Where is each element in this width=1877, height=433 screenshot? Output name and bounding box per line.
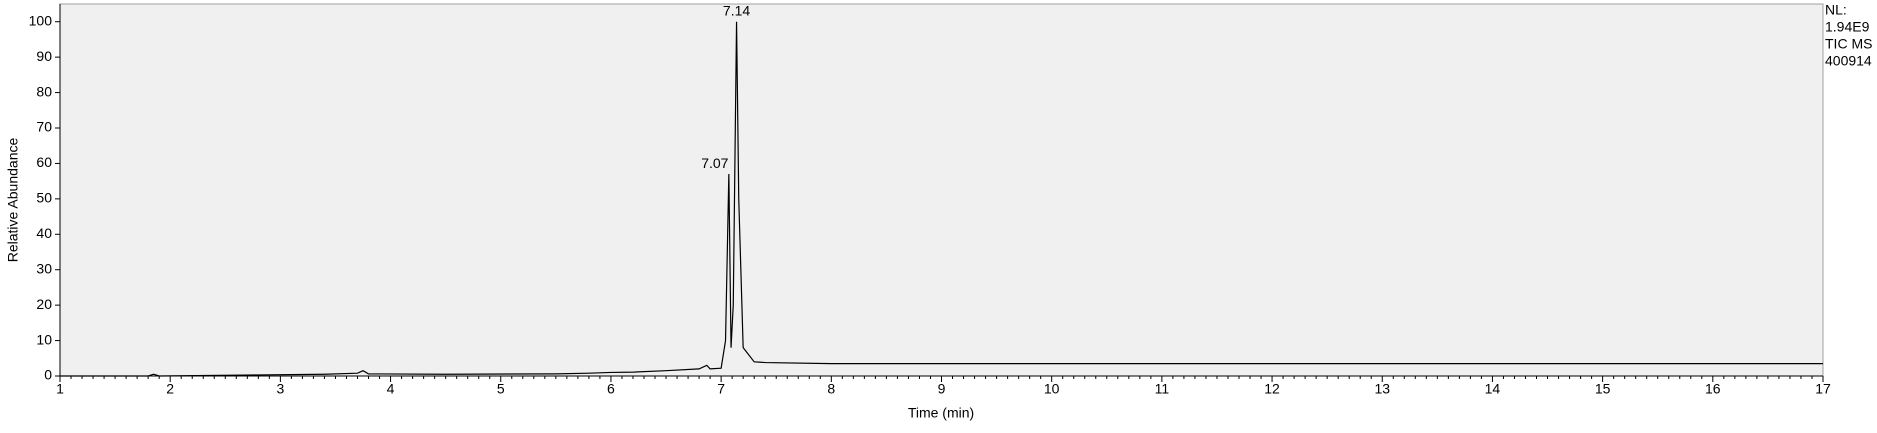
y-tick-label: 30: [36, 260, 52, 276]
side-label: NL:: [1825, 2, 1847, 18]
y-tick-label: 0: [44, 367, 52, 383]
x-tick-label: 9: [938, 381, 946, 397]
side-label: TIC MS: [1825, 36, 1872, 52]
plot-area: [59, 3, 1824, 377]
x-tick-label: 10: [1044, 381, 1060, 397]
x-tick-label: 2: [166, 381, 174, 397]
peak-label: 7.07: [701, 155, 728, 171]
x-tick-label: 8: [827, 381, 835, 397]
chromatogram-trace: [60, 21, 1823, 377]
x-tick-label: 12: [1264, 381, 1280, 397]
y-tick-label: 100: [29, 12, 53, 28]
peak-label: 7.14: [723, 2, 750, 18]
y-tick-label: 20: [36, 296, 52, 312]
y-tick-label: 10: [36, 331, 52, 347]
x-tick-label: 17: [1815, 381, 1831, 397]
y-axis-label: Relative Abundance: [5, 138, 21, 263]
x-tick-label: 6: [607, 381, 615, 397]
x-tick-label: 4: [387, 381, 395, 397]
side-label: 1.94E9: [1825, 19, 1870, 35]
x-tick-label: 11: [1155, 381, 1170, 397]
y-tick-label: 40: [36, 225, 52, 241]
x-tick-label: 13: [1374, 381, 1390, 397]
y-tick-label: 70: [36, 119, 52, 135]
x-tick-label: 3: [276, 381, 284, 397]
x-tick-label: 14: [1485, 381, 1501, 397]
y-tick-label: 90: [36, 48, 52, 64]
x-tick-label: 1: [56, 381, 64, 397]
x-tick-label: 7: [717, 381, 725, 397]
y-tick-label: 50: [36, 190, 52, 206]
y-tick-label: 80: [36, 83, 52, 99]
side-label: 400914: [1825, 53, 1872, 69]
x-axis-label: Time (min): [908, 405, 974, 421]
x-tick-label: 15: [1595, 381, 1611, 397]
x-tick-label: 5: [497, 381, 505, 397]
x-tick-label: 16: [1705, 381, 1721, 397]
y-tick-label: 60: [36, 154, 52, 170]
